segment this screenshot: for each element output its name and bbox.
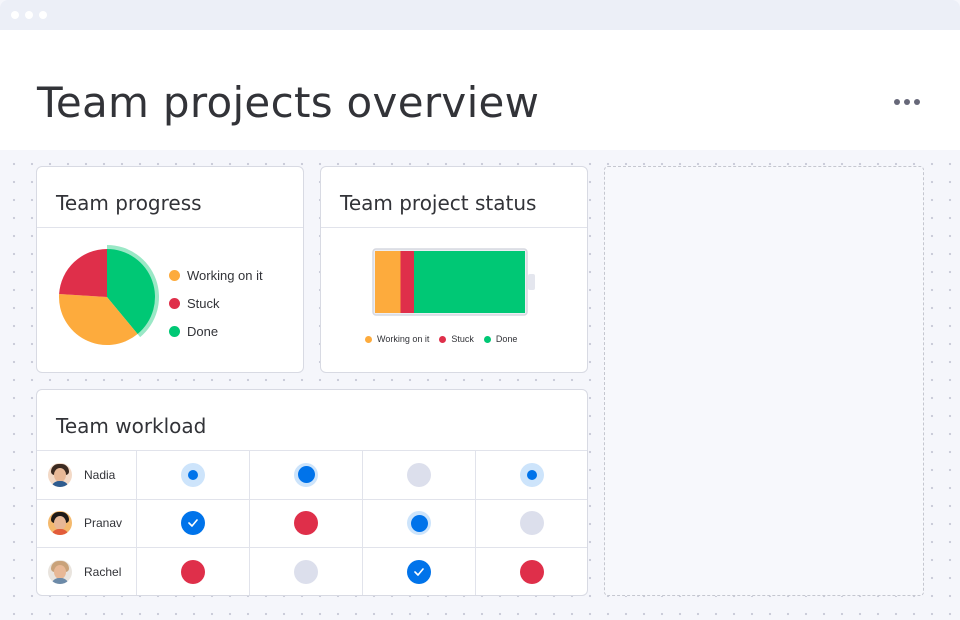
avatar-body	[51, 577, 69, 584]
status-progress-sm[interactable]	[181, 462, 205, 487]
workload-cell	[249, 451, 362, 499]
bar-segment-working-on-it[interactable]	[375, 251, 401, 313]
workload-cell	[362, 451, 475, 499]
pie-chart	[58, 245, 159, 345]
widget-title: Team project status	[340, 191, 537, 215]
legend-dot	[169, 325, 180, 337]
workload-cell	[249, 499, 362, 547]
avatar-face	[54, 564, 66, 579]
avatar-body	[51, 480, 69, 487]
workload-cell	[475, 499, 587, 547]
avatar[interactable]	[48, 511, 72, 536]
legend-item-stuck: Stuck	[439, 334, 474, 344]
workload-cell	[475, 548, 587, 595]
legend-dot	[439, 335, 447, 343]
workload-grid: Nadia Pranav Rachel	[37, 450, 587, 595]
battery-cap	[528, 274, 535, 290]
legend-label: Done	[187, 323, 219, 339]
avatar[interactable]	[48, 559, 72, 584]
status-empty[interactable]	[294, 559, 318, 584]
status-stuck[interactable]	[181, 559, 205, 584]
status-done[interactable]	[407, 559, 431, 584]
person-name: Pranav	[84, 516, 123, 531]
legend-item-working: Working on it	[169, 261, 263, 289]
check-icon	[414, 567, 424, 576]
status-progress-sm[interactable]	[520, 462, 544, 487]
avatar-face	[54, 516, 66, 531]
legend-dot	[365, 335, 372, 343]
bar-segment-done[interactable]	[414, 251, 525, 313]
battery-legend: Working on it Stuck Done	[365, 334, 527, 344]
workload-cell	[136, 499, 249, 547]
divider	[321, 227, 587, 228]
more-options-button[interactable]	[890, 94, 924, 110]
legend-item-stuck: Stuck	[169, 289, 263, 317]
status-progress-lg[interactable]	[407, 511, 431, 536]
legend-label: Done	[495, 334, 518, 344]
workload-cell	[362, 499, 475, 547]
team-workload-widget[interactable]: Team workload Nadia Pranav Rachel	[36, 389, 588, 596]
team-project-status-widget[interactable]: Team project status Working on it Stuck …	[320, 166, 588, 373]
status-done[interactable]	[181, 511, 205, 536]
workload-cell	[249, 548, 362, 595]
workload-row: Rachel	[37, 547, 587, 595]
legend-item-done: Done	[483, 334, 518, 344]
avatar-face	[54, 467, 66, 482]
status-progress-lg[interactable]	[294, 462, 318, 487]
person-name: Rachel	[84, 564, 122, 579]
workload-row: Pranav	[37, 498, 587, 548]
status-empty[interactable]	[407, 462, 431, 487]
legend-dot	[169, 297, 180, 309]
legend-label: Stuck	[187, 295, 220, 311]
window-dot	[11, 11, 19, 19]
avatar-body	[51, 529, 69, 536]
workload-row: Nadia	[37, 450, 587, 499]
bar-segment-stuck[interactable]	[400, 251, 415, 313]
person-cell: Rachel	[37, 548, 135, 595]
legend-label: Working on it	[187, 267, 263, 283]
avatar[interactable]	[48, 462, 72, 487]
pie-slice-done[interactable]	[107, 249, 155, 334]
person-name: Nadia	[84, 467, 116, 482]
pie-slice-stuck[interactable]	[59, 249, 107, 297]
legend-item-working: Working on it	[365, 334, 429, 344]
legend-label: Stuck	[451, 334, 474, 344]
team-progress-widget[interactable]: Team progress Working on it Stuck Done	[36, 166, 304, 373]
widget-title: Team workload	[56, 414, 207, 438]
widget-title: Team progress	[56, 191, 202, 215]
person-cell: Pranav	[37, 500, 135, 548]
page-title: Team projects overview	[37, 78, 540, 127]
legend-label: Working on it	[377, 334, 430, 344]
pie-slice-working-on-it[interactable]	[58, 293, 138, 345]
check-icon	[188, 519, 198, 528]
person-cell: Nadia	[37, 451, 135, 499]
status-stuck[interactable]	[520, 559, 544, 584]
window-dot	[25, 11, 33, 19]
more-horizontal-icon	[894, 99, 900, 105]
window-titlebar	[0, 0, 960, 30]
battery-bar-chart	[372, 248, 535, 316]
divider	[37, 227, 303, 228]
more-dot	[914, 99, 920, 105]
status-stuck[interactable]	[294, 511, 318, 536]
empty-widget-slot[interactable]	[604, 166, 924, 596]
workload-cell	[362, 548, 475, 595]
legend-item-done: Done	[169, 317, 263, 345]
more-dot	[904, 99, 910, 105]
page-header: Team projects overview	[0, 30, 960, 150]
workload-cell	[136, 548, 249, 595]
window-dot	[39, 11, 47, 19]
pie-legend: Working on it Stuck Done	[169, 261, 263, 345]
status-empty[interactable]	[520, 511, 544, 536]
workload-cell	[136, 451, 249, 499]
workload-cell	[475, 451, 587, 499]
legend-dot	[169, 269, 180, 281]
legend-dot	[483, 335, 491, 343]
